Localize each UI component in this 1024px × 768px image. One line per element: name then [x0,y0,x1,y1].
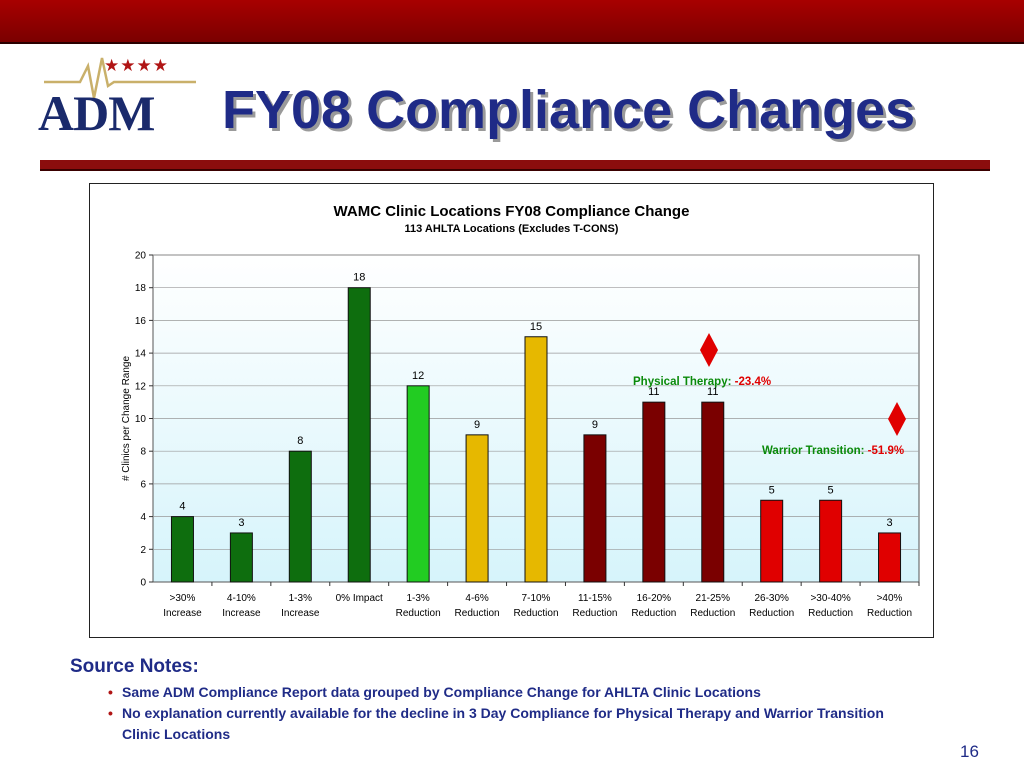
annotation-label: Physical Therapy: [633,376,735,388]
y-axis-label: # Clinics per Change Range [121,356,132,482]
x-tick-label: 21-25% [696,593,731,604]
bar [701,401,725,583]
data-label: 5 [769,484,775,496]
bar [465,434,489,583]
source-notes-heading: Source Notes: [70,656,199,677]
bar [288,450,312,583]
x-tick-label: Reduction [455,608,500,619]
x-tick-label: >40% [877,593,903,604]
y-tick-label: 8 [140,447,146,458]
chart-subtitle: 113 AHLTA Locations (Excludes T-CONS) [404,223,619,235]
x-tick-label: 4-6% [465,593,488,604]
annotation-value: -51.9% [868,445,904,457]
x-tick-label: Reduction [808,608,853,619]
data-label: 3 [238,517,244,529]
y-tick-label: 2 [140,545,146,556]
bullet-icon: • [108,684,113,700]
data-label: 9 [474,419,480,431]
y-tick-label: 16 [135,316,147,327]
chart-title: WAMC Clinic Locations FY08 Compliance Ch… [333,203,690,220]
x-tick-label: Increase [163,608,202,619]
data-label: 3 [886,517,892,529]
bar [406,385,430,583]
annotation: Warrior Transition: -51.9% [762,445,904,457]
x-tick-label: Reduction [513,608,558,619]
data-label: 5 [828,484,834,496]
logo-text: ADM [38,85,155,141]
source-note-text: No explanation currently available for t… [122,705,884,742]
x-tick-label: Increase [222,608,261,619]
logo-stars: ★★★★ [104,56,169,75]
annotation: Physical Therapy: -23.4% [633,376,771,388]
slide-title: FY08 Compliance Changes [222,80,916,140]
bar-chart: 0 2 4 6 8 10 12 14 16 18 20 # Clinics per Change Ra… [121,251,920,619]
x-tick-label: Reduction [572,608,617,619]
annotation-label: Warrior Transition: [762,445,868,457]
x-tick-label: 16-20% [637,593,672,604]
bullet-icon: • [108,705,113,721]
y-tick-label: 10 [135,414,147,425]
x-tick-label: 7-10% [522,593,551,604]
bar [819,499,843,583]
chart-frame: WAMC Clinic Locations FY08 Compliance Ch… [89,183,934,638]
diamond-marker-icon [888,402,906,436]
data-label: 18 [353,272,365,284]
source-note-item: • Same ADM Compliance Report data grouped… [108,682,928,703]
y-tick-label: 4 [140,512,146,523]
source-note-item: • No explanation currently available for … [108,703,928,745]
data-label: 8 [297,435,303,447]
y-tick-label: 12 [135,381,147,392]
x-tick-label: >30% [170,593,196,604]
bar [524,336,548,583]
x-tick-label: 1-3% [406,593,429,604]
logo-heartbeat-icon [44,57,196,99]
bar [642,401,666,583]
x-tick-label: 1-3% [289,593,312,604]
bar [760,499,784,583]
page-number: 16 [960,742,979,761]
x-tick-label: Reduction [749,608,794,619]
data-label: 12 [412,370,424,382]
bar [229,532,253,583]
x-tick-label: 0% Impact [336,593,383,604]
adm-logo: ★★★★ ADM [36,52,206,140]
source-note-text: Same ADM Compliance Report data grouped … [122,684,761,700]
x-tick-label: Increase [281,608,320,619]
x-tick-label: 4-10% [227,593,256,604]
annotation-value: -23.4% [735,376,771,388]
top-banner [0,0,1024,44]
x-tick-label: Reduction [631,608,676,619]
bar [347,287,371,583]
data-label: 11 [648,386,659,398]
data-label: 9 [592,419,598,431]
y-tick-label: 20 [135,251,147,262]
y-tick-label: 14 [135,349,147,360]
data-label: 15 [530,321,542,333]
data-label: 11 [707,386,718,398]
x-tick-label: Reduction [396,608,441,619]
bar [878,532,902,583]
x-tick-label: 11-15% [578,593,612,604]
title-divider [40,160,990,171]
data-label: 4 [179,501,185,513]
x-tick-label: Reduction [867,608,912,619]
x-tick-label: Reduction [690,608,735,619]
bar [170,516,194,583]
y-tick-label: 0 [140,578,146,589]
x-tick-label: >30-40% [810,593,850,604]
y-tick-label: 6 [140,479,146,490]
bar [583,434,607,583]
x-tick-label: 26-30% [754,593,789,604]
diamond-marker-icon [700,333,718,367]
y-tick-label: 18 [135,283,147,294]
